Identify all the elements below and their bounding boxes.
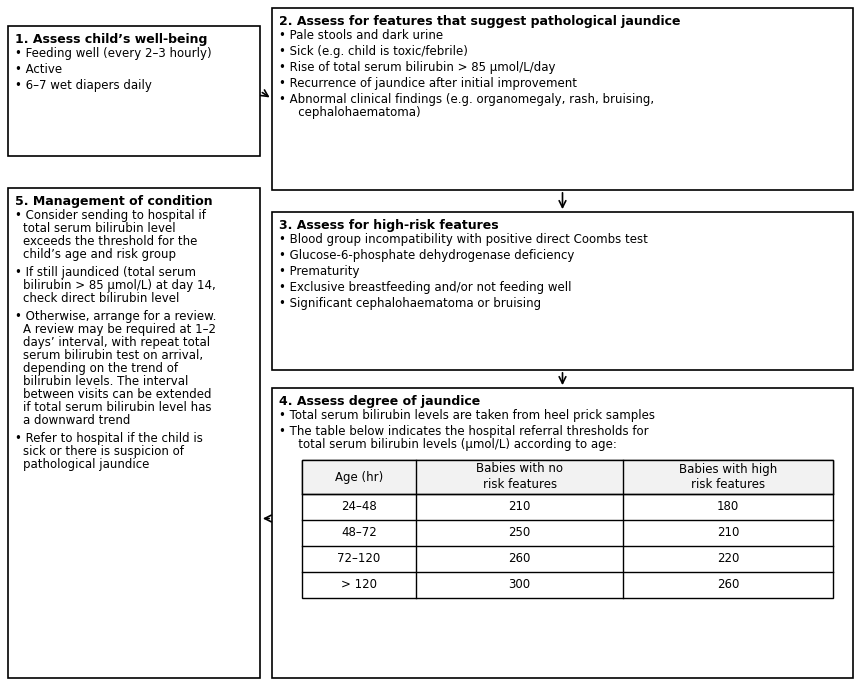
Text: 300: 300: [509, 578, 530, 591]
Text: • Abnormal clinical findings (e.g. organomegaly, rash, bruising,: • Abnormal clinical findings (e.g. organ…: [279, 93, 654, 106]
Text: bilirubin > 85 μmol/L) at day 14,: bilirubin > 85 μmol/L) at day 14,: [23, 279, 216, 292]
Text: Babies with high
risk features: Babies with high risk features: [679, 462, 777, 491]
Text: 220: 220: [717, 552, 740, 565]
Bar: [8, 188, 260, 678]
Bar: [272, 388, 853, 678]
Bar: [272, 212, 853, 370]
Text: 2. Assess for features that suggest pathological jaundice: 2. Assess for features that suggest path…: [279, 15, 680, 28]
Text: • Feeding well (every 2–3 hourly): • Feeding well (every 2–3 hourly): [15, 47, 212, 60]
Text: pathological jaundice: pathological jaundice: [23, 458, 149, 471]
Text: • Prematurity: • Prematurity: [279, 265, 360, 278]
Text: • Significant cephalohaematoma or bruising: • Significant cephalohaematoma or bruisi…: [279, 297, 541, 310]
Text: • Sick (e.g. child is toxic/febrile): • Sick (e.g. child is toxic/febrile): [279, 45, 468, 58]
Text: 180: 180: [717, 501, 740, 514]
Text: sick or there is suspicion of: sick or there is suspicion of: [23, 445, 184, 458]
Text: 250: 250: [509, 526, 531, 539]
Text: child’s age and risk group: child’s age and risk group: [23, 248, 176, 261]
Text: 3. Assess for high-risk features: 3. Assess for high-risk features: [279, 219, 499, 232]
Text: exceeds the threshold for the: exceeds the threshold for the: [23, 235, 197, 248]
Text: • Recurrence of jaundice after initial improvement: • Recurrence of jaundice after initial i…: [279, 77, 577, 90]
Text: • Blood group incompatibility with positive direct Coombs test: • Blood group incompatibility with posit…: [279, 233, 647, 246]
Text: • Pale stools and dark urine: • Pale stools and dark urine: [279, 29, 443, 42]
Text: A review may be required at 1–2: A review may be required at 1–2: [23, 323, 216, 336]
Text: • 6–7 wet diapers daily: • 6–7 wet diapers daily: [15, 79, 152, 92]
Text: serum bilirubin test on arrival,: serum bilirubin test on arrival,: [23, 349, 203, 362]
Text: if total serum bilirubin level has: if total serum bilirubin level has: [23, 401, 212, 414]
Text: 1. Assess child’s well-being: 1. Assess child’s well-being: [15, 33, 208, 46]
Text: • Consider sending to hospital if: • Consider sending to hospital if: [15, 209, 206, 222]
Bar: [302, 460, 833, 598]
Text: • Refer to hospital if the child is: • Refer to hospital if the child is: [15, 432, 203, 445]
Text: a downward trend: a downward trend: [23, 414, 130, 427]
Text: between visits can be extended: between visits can be extended: [23, 388, 212, 401]
Text: total serum bilirubin level: total serum bilirubin level: [23, 222, 176, 235]
Text: cephalohaematoma): cephalohaematoma): [287, 106, 421, 119]
Text: bilirubin levels. The interval: bilirubin levels. The interval: [23, 375, 189, 388]
Text: > 120: > 120: [341, 578, 377, 591]
Text: check direct bilirubin level: check direct bilirubin level: [23, 292, 179, 305]
Text: • Otherwise, arrange for a review.: • Otherwise, arrange for a review.: [15, 310, 216, 323]
Bar: [8, 26, 260, 156]
Text: 5. Management of condition: 5. Management of condition: [15, 195, 213, 208]
Text: days’ interval, with repeat total: days’ interval, with repeat total: [23, 336, 210, 349]
Text: 72–120: 72–120: [338, 552, 381, 565]
Text: 48–72: 48–72: [341, 526, 377, 539]
Text: Babies with no
risk features: Babies with no risk features: [476, 462, 563, 491]
Text: • Exclusive breastfeeding and/or not feeding well: • Exclusive breastfeeding and/or not fee…: [279, 281, 572, 294]
Text: 24–48: 24–48: [341, 501, 377, 514]
Text: 210: 210: [509, 501, 531, 514]
Text: 260: 260: [509, 552, 531, 565]
Text: • Glucose-6-phosphate dehydrogenase deficiency: • Glucose-6-phosphate dehydrogenase defi…: [279, 249, 574, 262]
Text: 4. Assess degree of jaundice: 4. Assess degree of jaundice: [279, 395, 480, 408]
Text: 260: 260: [717, 578, 740, 591]
Text: total serum bilirubin levels (μmol/L) according to age:: total serum bilirubin levels (μmol/L) ac…: [287, 438, 616, 451]
Bar: [302, 460, 833, 494]
Bar: [272, 8, 853, 190]
Text: • The table below indicates the hospital referral thresholds for: • The table below indicates the hospital…: [279, 425, 648, 438]
Text: depending on the trend of: depending on the trend of: [23, 362, 178, 375]
Text: • Total serum bilirubin levels are taken from heel prick samples: • Total serum bilirubin levels are taken…: [279, 409, 655, 422]
Text: 210: 210: [717, 526, 740, 539]
Text: • Active: • Active: [15, 63, 62, 76]
Text: • Rise of total serum bilirubin > 85 μmol/L/day: • Rise of total serum bilirubin > 85 μmo…: [279, 61, 555, 74]
Text: • If still jaundiced (total serum: • If still jaundiced (total serum: [15, 266, 196, 279]
Text: Age (hr): Age (hr): [335, 471, 383, 484]
